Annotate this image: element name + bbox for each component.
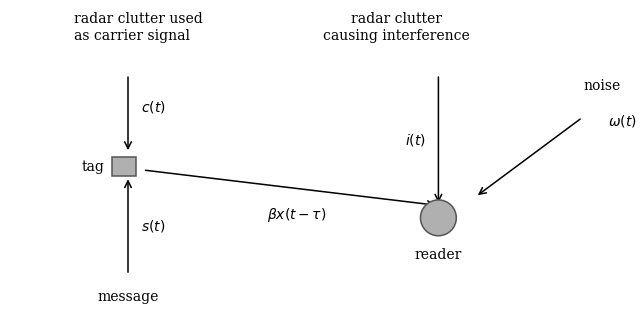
Text: reader: reader xyxy=(415,248,462,262)
Ellipse shape xyxy=(420,200,456,236)
Text: radar clutter
causing interference: radar clutter causing interference xyxy=(323,12,470,43)
Bar xyxy=(112,157,136,176)
Text: $c(t)$: $c(t)$ xyxy=(141,99,166,115)
Text: radar clutter used
as carrier signal: radar clutter used as carrier signal xyxy=(74,12,202,43)
Text: $\beta x(t-\tau)$: $\beta x(t-\tau)$ xyxy=(268,206,326,224)
Text: noise: noise xyxy=(583,79,620,93)
Text: $\omega(t)$: $\omega(t)$ xyxy=(608,112,637,129)
Text: $i(t)$: $i(t)$ xyxy=(404,132,426,148)
Text: tag: tag xyxy=(81,160,104,174)
Text: message: message xyxy=(97,290,159,304)
Text: $s(t)$: $s(t)$ xyxy=(141,218,165,234)
